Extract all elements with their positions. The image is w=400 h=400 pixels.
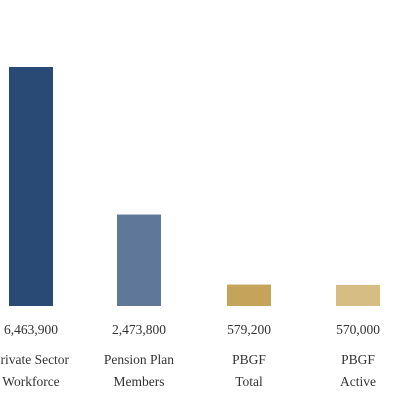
category-labels-group: Private Sector Workforce Pension Plan Membe… xyxy=(0,352,376,389)
category-label-2-line-1: Total xyxy=(235,374,263,389)
category-label-2-line-0: PBGF xyxy=(232,352,266,367)
value-label-1: 2,473,800 xyxy=(112,322,166,337)
bar-2 xyxy=(227,284,271,306)
bars-group xyxy=(9,67,380,306)
value-labels-group: 6,463,900 2,473,800 579,200 570,000 xyxy=(4,322,380,337)
category-label-1-line-0: Pension Plan xyxy=(104,352,174,367)
bar-3 xyxy=(336,284,380,306)
value-label-0: 6,463,900 xyxy=(4,322,58,337)
value-label-2: 579,200 xyxy=(227,322,271,337)
category-label-1-line-1: Members xyxy=(114,374,165,389)
bar-0 xyxy=(9,67,53,306)
category-label-3-line-1: Active xyxy=(340,374,376,389)
category-label-0-line-1: Workforce xyxy=(2,374,59,389)
bar-1 xyxy=(117,214,161,306)
value-label-3: 570,000 xyxy=(336,322,380,337)
category-label-3-line-0: PBGF xyxy=(341,352,375,367)
category-label-0-line-0: Private Sector xyxy=(0,352,70,367)
